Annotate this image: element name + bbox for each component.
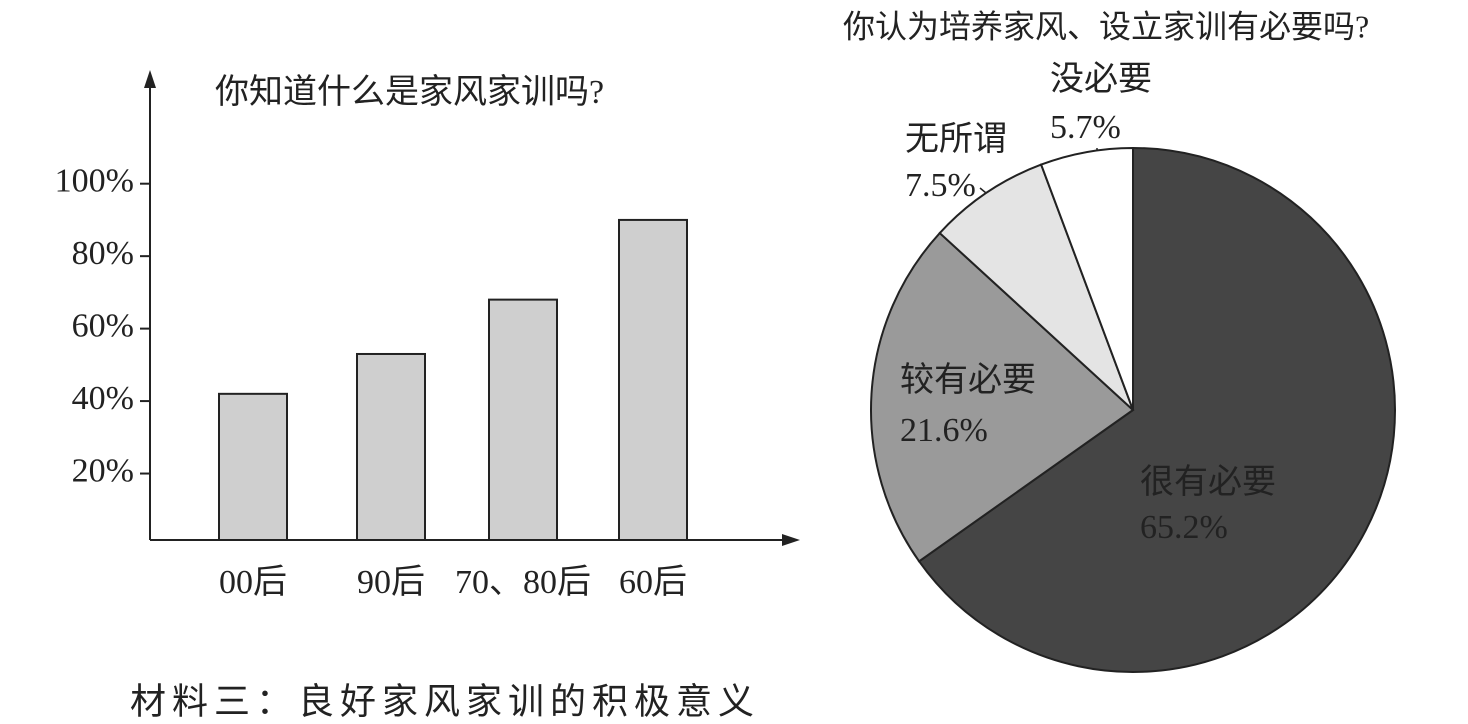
x-tick-label: 00后 [219,564,287,601]
slice-name: 无所谓 [905,121,1007,158]
y-tick-label: 20% [72,452,134,489]
slice-name: 没必要 [1050,61,1152,98]
x-axis-arrow [782,534,800,546]
x-tick-label: 60后 [619,564,687,601]
pie-slice [870,231,1135,563]
bar [218,392,288,542]
bar-title: 你知道什么是家风家训吗? [215,73,604,111]
x-tick-label: 70、80后 [455,564,591,601]
x-tick-label: 90后 [357,564,425,601]
y-tick-label: 100% [55,162,134,199]
slice-value-label: 65.2% [1140,509,1228,546]
bar [618,218,688,542]
pie-title: 你认为培养家风、设立家训有必要吗? [843,8,1369,44]
slice-value-label: 21.6% [900,412,988,449]
slice-value-label: 7.5% [905,167,976,204]
y-tick-label: 80% [72,235,134,272]
pie-slice [938,163,1134,411]
pie-slice [917,146,1396,673]
y-tick-label: 60% [72,307,134,344]
bar [356,352,426,541]
bar [488,298,558,541]
slice-name: 较有必要 [900,361,1036,399]
y-axis-arrow [144,70,156,88]
slice-name: 很有必要 [1140,463,1276,501]
pie-slice [1039,146,1134,411]
y-tick-label: 40% [72,380,134,417]
slice-value-label: 5.7% [1050,109,1121,146]
caption: 材料三：良好家风家训的积极意义 [130,681,760,721]
